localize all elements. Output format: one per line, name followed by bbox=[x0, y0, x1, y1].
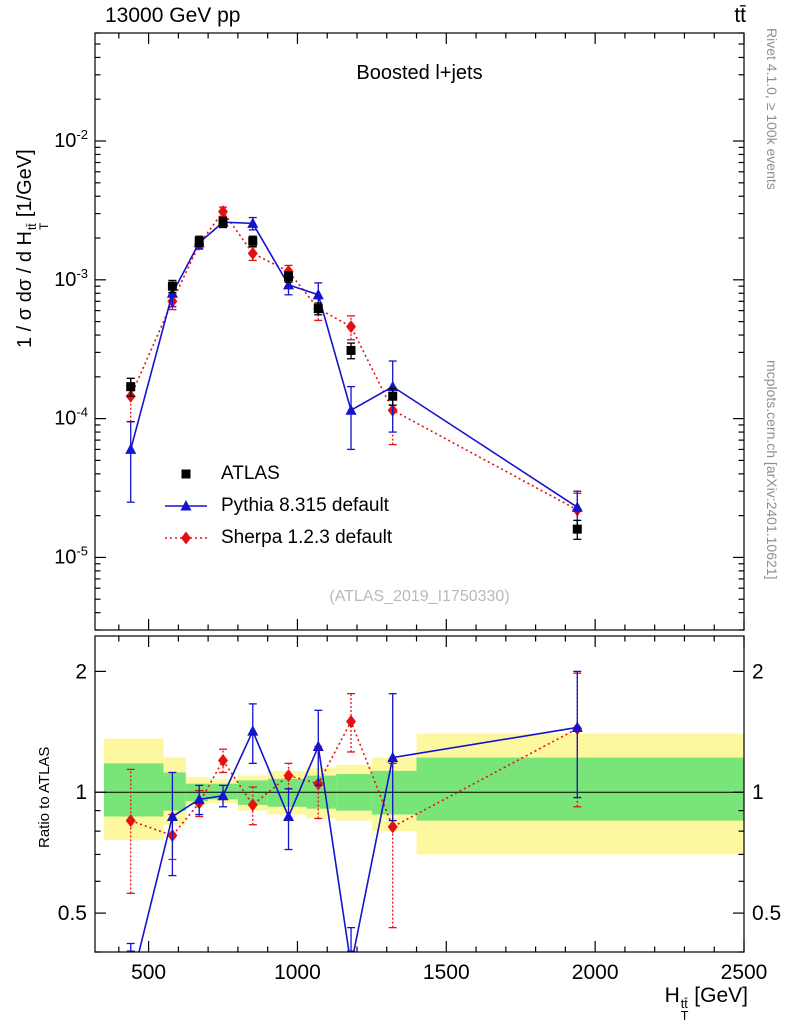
x-axis-label-prefix: H bbox=[664, 984, 680, 1007]
ratio-uncertainty-bands bbox=[95, 733, 744, 855]
stat-uncertainty-band-green bbox=[103, 757, 744, 821]
top-panel-series bbox=[125, 205, 583, 540]
svg-text:2: 2 bbox=[752, 660, 764, 683]
y-axis-label-subsup: tt̄ T bbox=[25, 222, 51, 231]
ratio-panel-series bbox=[125, 670, 583, 952]
legend-item-atlas: ATLAS bbox=[163, 458, 392, 490]
ratio-axis-label: Ratio to ATLAS bbox=[36, 746, 53, 848]
svg-text:1000: 1000 bbox=[274, 961, 321, 984]
x-axis-label-sub: T bbox=[680, 1008, 689, 1023]
svg-text:0.5: 0.5 bbox=[752, 902, 781, 925]
svg-text:10-5: 10-5 bbox=[54, 543, 88, 568]
rivet-version-note: Rivet 4.1.0, ≥ 100k events bbox=[764, 28, 780, 190]
ratio-panel-frame bbox=[94, 635, 745, 953]
ratio-series-pythia-8-315-default bbox=[126, 670, 583, 952]
legend-label-sherpa: Sherpa 1.2.3 default bbox=[221, 527, 393, 548]
svg-text:1500: 1500 bbox=[423, 961, 470, 984]
svg-text:0.5: 0.5 bbox=[58, 902, 87, 925]
axes-frames-and-ticks: 500 1000 1500 2000 2500 10-2 10-3 10-4 10-5 0.5 0.… bbox=[54, 32, 781, 984]
beam-energy-label: 13000 GeV pp bbox=[105, 4, 241, 27]
atlas-square-marker bbox=[163, 465, 209, 483]
x-axis-label-suffix: [GeV] bbox=[688, 984, 748, 1007]
y-axis-label-prefix: 1 / σ dσ / d H bbox=[14, 231, 36, 348]
svg-text:10-3: 10-3 bbox=[54, 266, 88, 291]
svg-text:2: 2 bbox=[75, 660, 87, 683]
sherpa-diamond-marker bbox=[163, 529, 209, 547]
mcplots-arxiv-note: mcplots.cern.ch [arXiv:2401.10621] bbox=[764, 360, 780, 580]
svg-text:10-4: 10-4 bbox=[54, 405, 88, 430]
svg-text:2500: 2500 bbox=[721, 961, 768, 984]
legend-item-sherpa: Sherpa 1.2.3 default bbox=[163, 522, 392, 554]
svg-text:1: 1 bbox=[75, 781, 87, 804]
svg-text:2000: 2000 bbox=[572, 961, 619, 984]
svg-text:10-2: 10-2 bbox=[54, 127, 88, 152]
legend-label-atlas: ATLAS bbox=[221, 463, 280, 484]
x-axis-label-sup: tt̄ bbox=[680, 996, 688, 1011]
legend: ATLAS Pythia 8.315 default Sherpa 1.2.3 … bbox=[163, 458, 392, 554]
process-label: tt̄ bbox=[734, 4, 746, 27]
legend-label-pythia: Pythia 8.315 default bbox=[221, 495, 389, 516]
y-axis-label-sub: T bbox=[36, 222, 51, 231]
pythia-triangle-marker bbox=[163, 497, 209, 515]
observable-title: Boosted l+jets bbox=[356, 62, 483, 84]
svg-text:1: 1 bbox=[752, 781, 764, 804]
top-series-atlas bbox=[126, 216, 582, 540]
svg-text:500: 500 bbox=[131, 961, 166, 984]
y-axis-label-suffix: [1/GeV] bbox=[14, 149, 36, 223]
top-panel-frame bbox=[94, 32, 745, 631]
x-axis-label-subsup: tt̄ T bbox=[680, 996, 689, 1023]
legend-item-pythia: Pythia 8.315 default bbox=[163, 490, 392, 522]
analysis-id-watermark: (ATLAS_2019_I1750330) bbox=[329, 588, 510, 605]
